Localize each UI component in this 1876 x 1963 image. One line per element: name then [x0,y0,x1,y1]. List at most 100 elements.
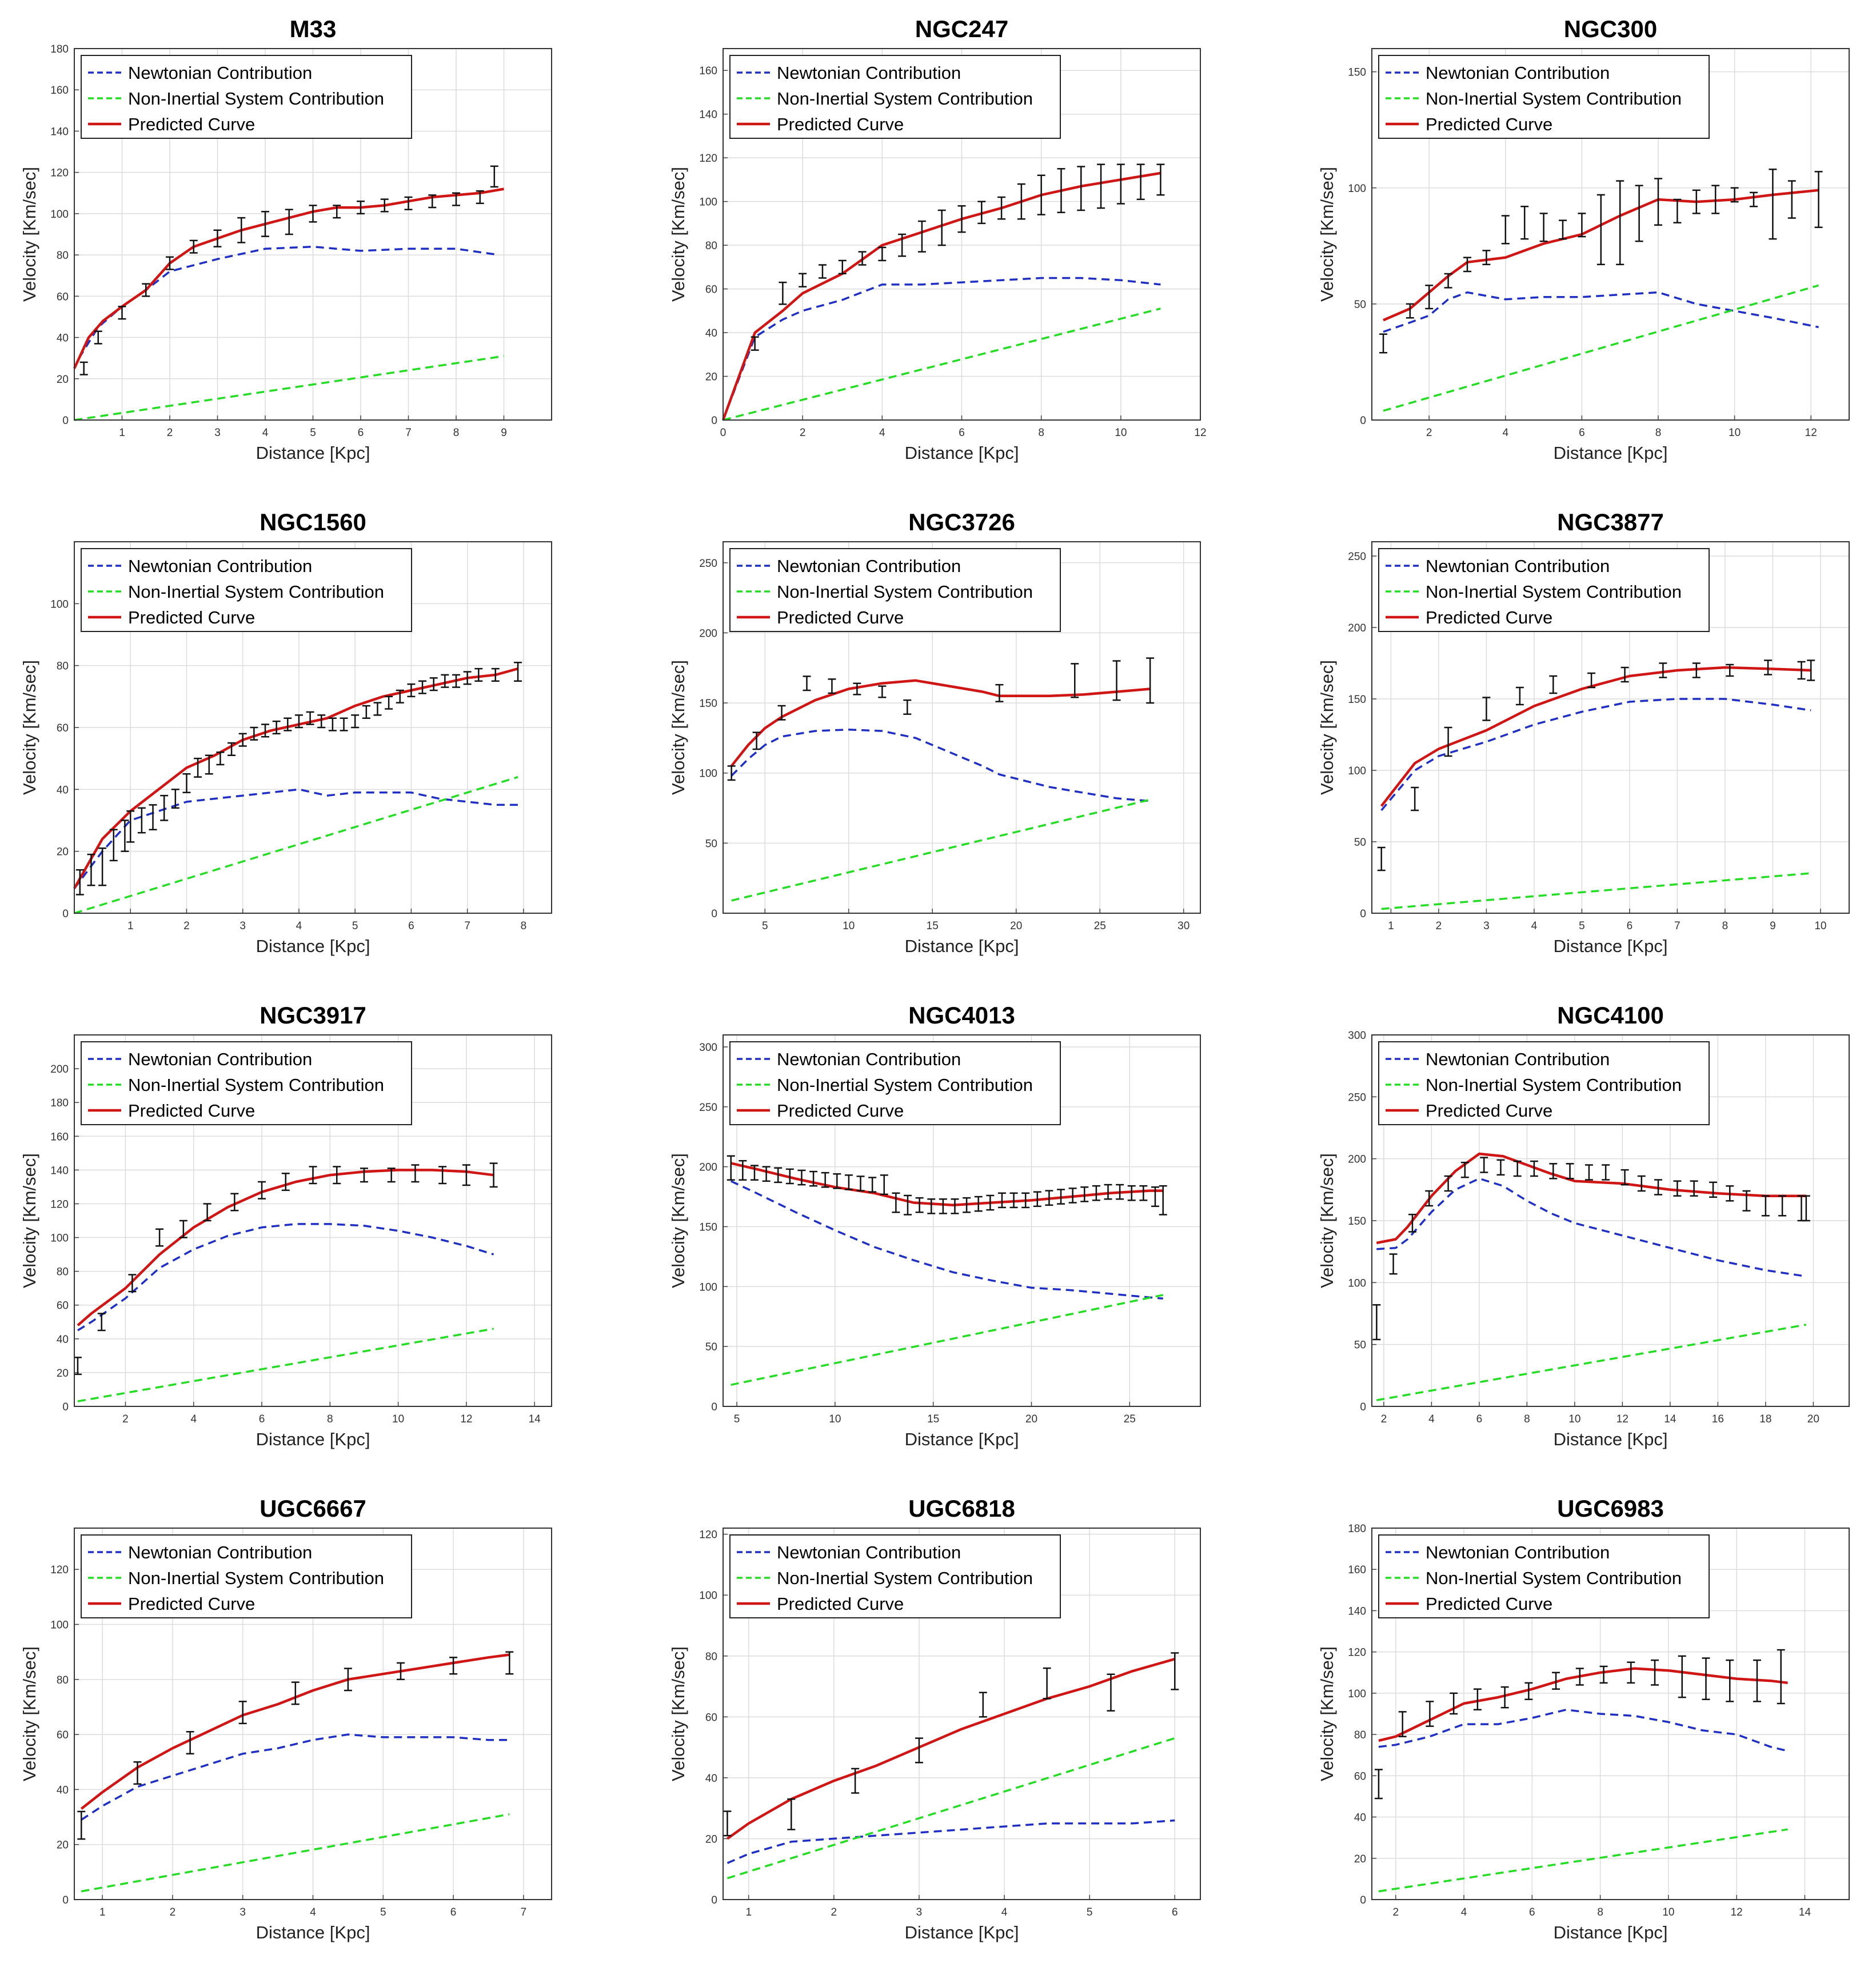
observed-error-bar [1559,219,1567,240]
observed-error-bar [97,1313,106,1332]
observed-error-bar [838,259,847,275]
noninertial-series-line [81,1813,510,1893]
predicted-series-line [1380,666,1811,807]
y-tick-label: 100 [1348,1688,1366,1700]
observed-error-bar [898,233,907,257]
observed-error-bar [1406,303,1414,319]
observed-error-bar [109,829,118,862]
y-tick-label: 140 [50,1165,69,1177]
observed-error-bar [155,1228,164,1247]
observed-error-bar [380,198,389,213]
chart-panel-8: 2 4 6 8 10 12 14 16 18 20050100150200250300Newton… [1317,1002,1850,1449]
legend-box [1378,1534,1710,1618]
observed-error-bar [1549,1163,1558,1180]
observed-error-bar [1156,163,1165,196]
y-tick-label: 100 [699,1590,717,1602]
observed-error-bar [142,283,150,297]
chart-panel-11: 2 4 6 8 10 12 14020406080100120140160180Newton… [1317,1495,1850,1942]
legend: Newtonian Contribution Non-Inertial Syste… [729,548,1061,632]
legend-box [729,1041,1061,1125]
observed-error-bar [1778,1195,1787,1217]
observed-error-bar [306,711,314,725]
plot-frame [1371,48,1850,421]
observed-error-bar [1080,1186,1089,1202]
observed-error-bar [340,717,348,731]
chart-title: NGC4100 [1557,1002,1664,1029]
observed-error-bar [1071,663,1079,698]
x-axis-label: Distance [Kpc] [1554,1922,1668,1942]
observed-error-bar [194,757,202,778]
noninertial-series-line [1376,1324,1807,1401]
observed-error-bar [833,1173,841,1189]
y-axis-label: Velocity [Km/sec] [1317,1153,1337,1288]
x-tick-label: 9 [1770,920,1776,932]
y-axis-label: Velocity [Km/sec] [19,1153,39,1288]
chart-title: M33 [290,15,337,42]
observed-error-bar [333,1166,341,1185]
observed-error-bar [1408,1213,1416,1233]
observed-error-bar [1068,1188,1077,1204]
x-tick-label: 6 [1579,427,1585,439]
observed-error-bar [250,726,258,741]
x-tick-label: 1 [99,1906,106,1918]
y-tick-label: 40 [57,1334,69,1346]
x-tick-label: 3 [916,1906,923,1918]
observed-error-bar [474,667,483,682]
observed-error-bar [1584,1164,1593,1181]
observed-error-bar [407,683,416,698]
x-tick-label: 5 [762,920,768,932]
predicted-series-line [77,1169,494,1326]
legend-entry-label: Predicted Curve [777,1101,904,1121]
newtonian-series-line [727,1819,1175,1864]
observed-error-bar [452,192,460,206]
y-tick-label: 20 [57,1840,69,1852]
observed-error-bar [1515,686,1524,706]
observed-error-bar [1104,1184,1112,1200]
observed-error-bar [79,361,88,375]
y-tick-label: 100 [50,1233,69,1245]
observed-error-bar [1711,185,1720,214]
y-tick-label: 120 [50,167,69,179]
observed-error-bar [892,1192,900,1213]
y-tick-label: 180 [50,43,69,55]
legend-entry-label: Newtonian Contribution [1426,1049,1610,1069]
x-tick-label: 30 [1178,920,1190,932]
chart-title: NGC3726 [908,509,1015,535]
observed-error-bar [1482,697,1491,721]
observed-error-bar [1092,1185,1100,1201]
x-tick-label: 20 [1025,1413,1037,1425]
newtonian-series-line [1378,1709,1789,1752]
y-tick-label: 20 [1354,1853,1366,1865]
y-tick-label: 80 [57,661,69,673]
observed-error-bar [1654,178,1662,226]
x-tick-label: 10 [1662,1906,1674,1918]
x-tick-label: 10 [1568,1413,1580,1425]
y-tick-label: 100 [699,1281,717,1293]
observed-error-bar [360,1168,368,1183]
observed-error-bar [1017,183,1025,220]
observed-error-bar [1616,180,1624,266]
observed-error-bar [1500,1686,1509,1709]
legend-entry-label: Predicted Curve [128,1101,255,1121]
observed-error-bar [1761,1195,1770,1217]
chart-panel-4: 5 10 15 20 25 30 0 50 100 150 200 250 Newtonian Cont… [668,509,1201,956]
legend: Newtonian Contribution Non-Inertial Syste… [1378,1534,1710,1618]
plot-frame [74,1034,552,1407]
chart-title: NGC300 [1564,15,1657,42]
observed-error-bar [1673,1180,1682,1197]
observed-error-bar [1753,1659,1761,1702]
x-tick-label: 12 [1194,427,1206,439]
plot-frame [1371,1034,1850,1407]
noninertial-series-line [731,798,1151,902]
legend-entry-label: Non-Inertial System Contribution [1426,1568,1682,1588]
x-tick-label: 8 [1597,1906,1603,1918]
y-axis-label: Velocity [Km/sec] [668,1646,688,1781]
legend-entry-label: Newtonian Contribution [777,556,961,576]
y-tick-label: 40 [705,1773,717,1785]
legend: Newtonian Contribution Non-Inertial Syste… [1378,55,1710,139]
observed-error-bar [1750,191,1758,207]
y-tick-label: 200 [699,1162,717,1174]
x-tick-label: 8 [1524,1413,1530,1425]
observed-error-bar [787,1798,796,1830]
legend-entry-label: Non-Inertial System Contribution [128,582,384,602]
